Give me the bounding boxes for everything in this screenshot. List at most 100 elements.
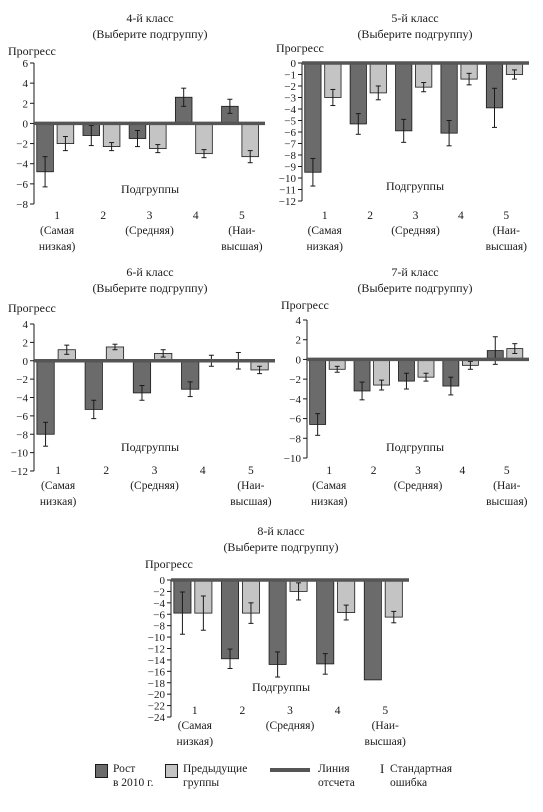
- legend-baseline-line: [270, 768, 310, 772]
- x-tick-label: 3: [287, 705, 293, 717]
- bar-growth: [221, 579, 239, 660]
- category-note: (Наи-: [493, 480, 520, 492]
- x-tick-label: 4: [460, 465, 466, 477]
- y-tick-label: 6: [23, 58, 29, 70]
- y-tick-label: −16: [148, 666, 166, 678]
- x-tick-label: 5: [504, 465, 510, 477]
- category-note: (Самая: [312, 480, 347, 492]
- category-note: высшая): [486, 241, 528, 253]
- y-tick-label: 4: [296, 315, 302, 327]
- x-tick-label: 4: [200, 465, 206, 477]
- x-axis-label: Подгруппы: [121, 182, 179, 196]
- y-tick-label: 0: [296, 354, 302, 366]
- legend-previous-label-2: группы: [183, 777, 220, 789]
- bar-growth: [304, 62, 322, 173]
- y-tick-label: −4: [16, 159, 28, 171]
- category-note: (Самая: [178, 720, 213, 732]
- x-tick-label: 3: [152, 465, 158, 477]
- y-tick-label: −20: [148, 689, 166, 701]
- y-tick-label: −4: [16, 393, 28, 405]
- y-tick-label: −11: [279, 185, 296, 197]
- chart-subtitle: (Выберите подгруппу): [92, 27, 207, 41]
- x-tick-label: 4: [193, 210, 199, 222]
- y-tick-label: −2: [284, 81, 296, 93]
- x-tick-label: 1: [192, 705, 198, 717]
- x-tick-label: 3: [147, 210, 153, 222]
- y-tick-label: 0: [160, 575, 166, 587]
- x-tick-label: 5: [239, 210, 245, 222]
- y-tick-label: −24: [148, 712, 166, 724]
- x-axis-label: Подгруппы: [252, 680, 310, 694]
- y-tick-label: −8: [16, 429, 28, 441]
- bar-growth: [316, 579, 335, 665]
- legend: Рост в 2010 г. Предыдущие группы Линия о…: [95, 762, 535, 808]
- y-tick-label: −12: [11, 466, 28, 478]
- chart-panel-3: 6-й класс (Выберите подгруппу) Прогресс 4 2 0…: [8, 265, 275, 508]
- y-axis-label: Прогресс: [8, 44, 56, 58]
- chart-panel-4: 7-й класс (Выберите подгруппу) Прогресс 4 2 0…: [281, 265, 529, 508]
- legend-previous-label-1: Предыдущие: [183, 763, 248, 775]
- x-tick-label: 5: [503, 210, 509, 222]
- y-tick-label: −8: [16, 199, 28, 211]
- x-tick-label: 1: [54, 210, 60, 222]
- y-tick-label: −4: [289, 394, 301, 406]
- y-tick-label: −9: [284, 162, 296, 174]
- y-axis-label: Прогресс: [145, 557, 193, 571]
- x-tick-label: 5: [248, 465, 254, 477]
- category-note: (Средняя): [125, 225, 174, 237]
- category-note: высшая): [486, 496, 528, 508]
- bar-previous: [195, 123, 213, 155]
- chart-title: 7-й класс: [391, 265, 438, 279]
- chart-panel-5: 8-й класс(Выберите подгруппу)Прогресс0−2…: [145, 524, 409, 748]
- chart-subtitle: (Выберите подгруппу): [357, 27, 472, 41]
- legend-swatch-previous: [165, 764, 178, 778]
- y-tick-label: 4: [23, 319, 29, 331]
- category-note: (Самая: [41, 480, 76, 492]
- chart-title: 5-й класс: [391, 11, 438, 25]
- y-tick-label: 0: [23, 356, 29, 368]
- y-tick-label: −3: [284, 93, 296, 105]
- y-tick-label: −6: [284, 127, 296, 139]
- y-tick-label: −6: [289, 414, 301, 426]
- x-tick-label: 1: [322, 210, 328, 222]
- legend-swatch-growth: [95, 764, 108, 778]
- category-note: высшая): [230, 496, 272, 508]
- y-tick-label: 0: [291, 58, 297, 70]
- x-axis-label: Подгруппы: [386, 440, 444, 454]
- chart-subtitle: (Выберите подгруппу): [223, 540, 338, 554]
- category-note: высшая): [221, 241, 263, 253]
- legend-error-label-2: ошибка: [390, 777, 428, 789]
- y-tick-label: 2: [296, 335, 302, 347]
- x-tick-label: 1: [326, 465, 332, 477]
- x-tick-label: 4: [458, 210, 464, 222]
- category-note: (Наи-: [228, 225, 255, 237]
- x-tick-label: 2: [371, 465, 377, 477]
- x-tick-label: 2: [100, 210, 106, 222]
- x-tick-label: 3: [413, 210, 419, 222]
- y-axis-label: Прогресс: [281, 298, 329, 312]
- x-tick-label: 2: [367, 210, 373, 222]
- category-note: низкая): [311, 496, 348, 508]
- legend-growth-label-1: Рост: [113, 763, 136, 775]
- x-tick-label: 1: [55, 465, 61, 477]
- chart-title: 8-й класс: [257, 524, 304, 538]
- y-tick-label: −10: [284, 453, 302, 465]
- chart-panel-2: 5-й класс (Выберите подгруппу) Прогресс 0 −1…: [276, 11, 529, 253]
- y-tick-label: −2: [153, 586, 165, 598]
- y-tick-label: −8: [153, 621, 165, 633]
- y-axis-label: Прогресс: [8, 301, 56, 315]
- y-tick-label: −2: [16, 374, 28, 386]
- y-axis-label: Прогресс: [276, 41, 324, 55]
- y-tick-label: −14: [148, 655, 166, 667]
- y-tick-label: −4: [284, 104, 296, 116]
- x-axis-label: Подгруппы: [121, 440, 179, 454]
- y-tick-label: 0: [23, 118, 29, 130]
- y-tick-label: −6: [16, 179, 28, 191]
- y-tick-label: −6: [153, 609, 165, 621]
- category-note: (Самая: [308, 225, 343, 237]
- category-note: (Наи-: [237, 480, 264, 492]
- y-tick-label: −6: [16, 411, 28, 423]
- y-tick-label: −2: [16, 139, 28, 151]
- legend-baseline-label-1: Линия: [318, 763, 350, 775]
- x-tick-label: 2: [103, 465, 109, 477]
